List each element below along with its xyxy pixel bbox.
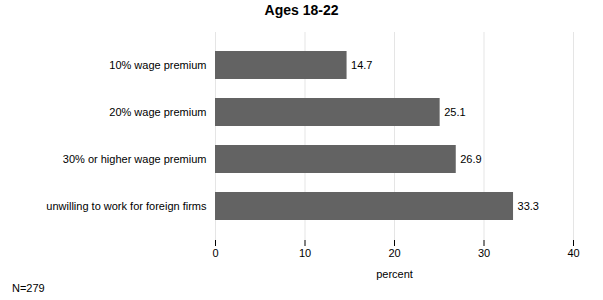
- svg-text:20: 20: [388, 247, 400, 259]
- svg-text:26.9: 26.9: [460, 153, 481, 165]
- svg-text:unwilling to work for foreign: unwilling to work for foreign firms: [46, 200, 207, 212]
- svg-text:percent: percent: [376, 268, 413, 280]
- svg-text:0: 0: [212, 247, 218, 259]
- svg-text:40: 40: [567, 247, 579, 259]
- svg-text:14.7: 14.7: [351, 59, 372, 71]
- svg-text:10% wage premium: 10% wage premium: [109, 59, 206, 71]
- svg-text:30: 30: [478, 247, 490, 259]
- svg-text:20% wage premium: 20% wage premium: [109, 106, 206, 118]
- svg-text:10: 10: [299, 247, 311, 259]
- svg-text:33.3: 33.3: [518, 200, 539, 212]
- svg-text:25.1: 25.1: [444, 106, 465, 118]
- html-text:Ages 18-22: Ages 18-22: [264, 2, 339, 18]
- svg-text:30% or higher wage premium: 30% or higher wage premium: [63, 153, 207, 165]
- html-text:N=279: N=279: [12, 282, 45, 294]
